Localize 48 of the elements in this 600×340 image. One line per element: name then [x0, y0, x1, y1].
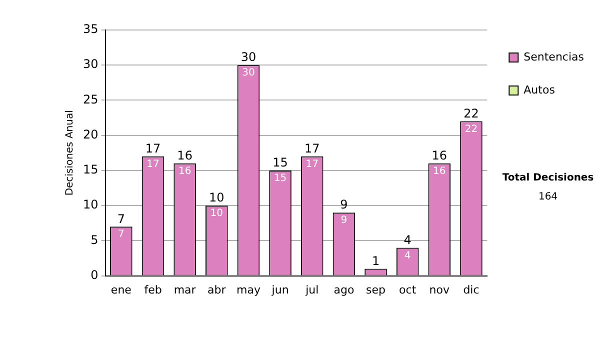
total-label: 10	[209, 190, 224, 205]
total-label: 16	[432, 148, 448, 163]
y-tick-label: 30	[82, 57, 98, 72]
data-label: 15	[274, 173, 287, 184]
y-tick-label: 5	[90, 232, 98, 247]
y-tick-label: 15	[82, 162, 98, 177]
total-label: 15	[272, 156, 288, 170]
y-tick-label: 35	[82, 22, 98, 36]
y-tick-label: 20	[82, 127, 98, 142]
total-label: 17	[145, 142, 161, 156]
data-label: 17	[146, 159, 160, 170]
total-label: 16	[177, 148, 192, 163]
data-label: 17	[306, 159, 318, 170]
total-label: 9	[340, 198, 348, 212]
total-label: 22	[464, 106, 479, 120]
x-tick-label: ago	[334, 283, 354, 296]
data-label: 7	[118, 229, 124, 240]
x-tick-label: mar	[174, 283, 196, 296]
total-label: 30	[240, 50, 256, 64]
x-tick-label: nov	[429, 283, 450, 296]
y-axis-title: Decisiones Anual	[64, 110, 76, 196]
y-tick-label: 10	[82, 198, 98, 212]
data-label: 16	[433, 166, 446, 178]
data-label: 10	[210, 208, 224, 220]
x-tick-label: feb	[144, 283, 162, 296]
total-label: 4	[404, 232, 412, 247]
total-label: 1	[372, 254, 380, 268]
data-label: 4	[404, 250, 411, 262]
x-tick-label: dic	[463, 283, 480, 296]
data-label: 9	[340, 215, 348, 226]
total-label: 7	[117, 212, 125, 226]
x-tick-label: ene	[110, 283, 132, 296]
y-tick-label: 0	[90, 268, 98, 282]
data-label: 16	[178, 166, 192, 178]
data-label: 22	[464, 124, 478, 135]
x-tick-label: may	[236, 283, 261, 296]
data-label: 30	[242, 68, 255, 79]
x-tick-label: abr	[208, 283, 226, 296]
text: Total Decisiones	[502, 172, 594, 184]
legend-label: Sentencias	[524, 50, 584, 64]
x-tick-label: jun	[270, 283, 289, 296]
x-tick-label: jul	[304, 283, 319, 296]
legend-label: Autos	[524, 83, 556, 96]
y-tick-label: 25	[82, 92, 98, 106]
total-label: 17	[304, 142, 320, 156]
text: 164	[538, 192, 558, 203]
x-tick-label: sep	[366, 283, 386, 296]
x-tick-label: oct	[399, 283, 417, 296]
